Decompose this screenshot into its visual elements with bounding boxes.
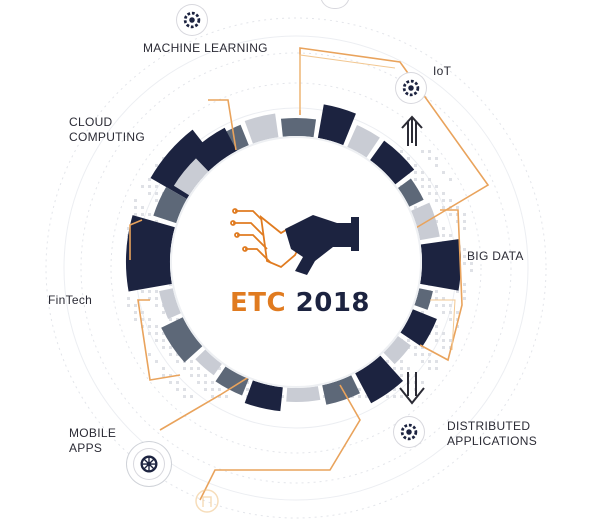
gear-icon — [394, 417, 424, 447]
ring-segment — [322, 375, 361, 405]
ring-segment — [195, 349, 222, 376]
ring-segment — [194, 127, 237, 169]
ring-segment — [420, 239, 461, 291]
label-cloud-computing: CLOUD COMPUTING — [69, 115, 146, 144]
ring-segment — [383, 336, 411, 365]
label-distributed-applications: DISTRIBUTED APPLICATIONS — [447, 419, 538, 448]
arrow-up-icon — [401, 115, 423, 146]
label-big-data: BIG DATA — [467, 249, 524, 263]
label-mobile-apps: MOBILE APPS — [69, 426, 117, 455]
ring-segment — [244, 380, 283, 412]
ring-segment — [414, 288, 433, 310]
center-disc — [171, 137, 421, 387]
ring-segment — [161, 317, 203, 363]
ring-segment — [370, 140, 415, 185]
ring-segment — [355, 355, 404, 404]
bulb-icon — [195, 489, 219, 513]
label-iot: IoT — [433, 64, 452, 78]
center-title: ETC 2018 — [230, 288, 371, 318]
ring-segment — [159, 288, 181, 319]
ring-segment — [126, 215, 175, 292]
gear-icon — [177, 5, 207, 35]
arrow-down-icon — [399, 372, 425, 405]
ring-segment — [317, 104, 356, 146]
ring-segment — [397, 178, 424, 207]
gear-icon — [396, 73, 426, 103]
ring-segment — [280, 118, 317, 138]
wheel-icon — [134, 449, 164, 479]
ring-segment — [400, 309, 437, 347]
handshake-icon — [230, 208, 359, 275]
ring-segment — [347, 124, 380, 158]
ring-segment — [215, 366, 249, 396]
label-machine-learning: MACHINE LEARNING — [143, 41, 268, 55]
ring-segment — [173, 158, 209, 196]
ring-segment — [286, 386, 321, 402]
segment-ring — [126, 104, 461, 412]
ring-segment — [153, 187, 187, 224]
ring-segment — [244, 113, 279, 144]
label-fintech: FinTech — [48, 293, 93, 307]
